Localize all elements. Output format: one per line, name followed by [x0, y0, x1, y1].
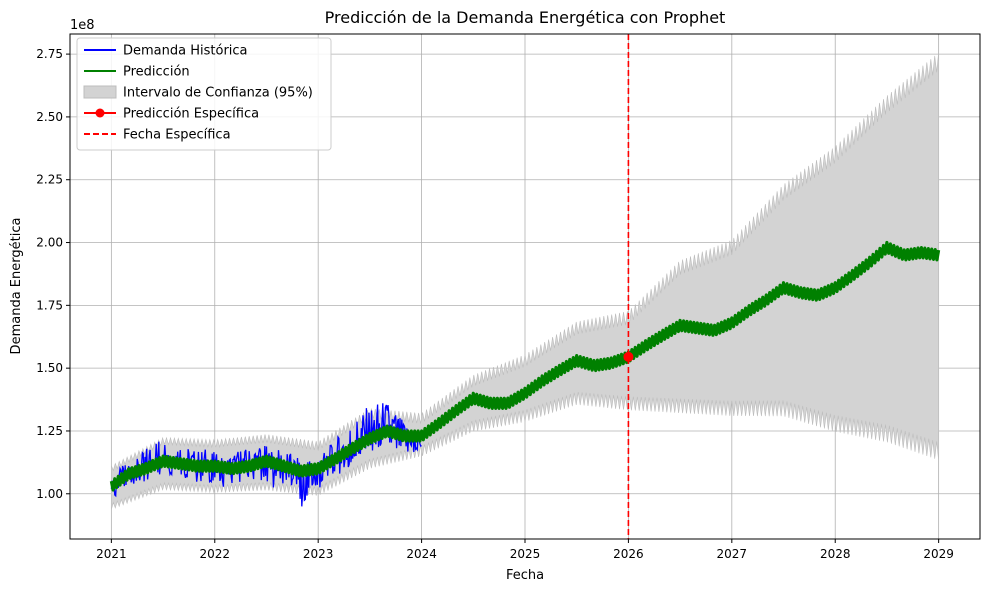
- legend-label: Predicción Específica: [123, 107, 259, 122]
- prediction-series: [109, 240, 941, 492]
- specific-prediction-point: [623, 351, 634, 362]
- x-tick-label: 2022: [199, 547, 230, 561]
- legend-label: Predicción: [123, 65, 190, 80]
- y-axis-ticks: 1.00 1.25 1.50 1.75 2.00 2.25 2.50 2.75: [36, 47, 70, 501]
- legend-label: Demanda Histórica: [123, 44, 248, 59]
- legend-item: Fecha Específica: [84, 128, 231, 143]
- y-axis-label: Demanda Energética: [9, 218, 24, 355]
- legend-item: Predicción Específica: [84, 107, 259, 122]
- legend: Demanda Histórica Predicción Intervalo de …: [76, 37, 332, 151]
- x-tick-label: 2026: [613, 547, 644, 561]
- x-tick-label: 2023: [303, 547, 334, 561]
- legend-item: Predicción: [84, 65, 190, 80]
- x-tick-label: 2025: [510, 547, 541, 561]
- x-tick-label: 2029: [923, 547, 954, 561]
- x-tick-label: 2027: [717, 547, 748, 561]
- y-tick-label: 1.00: [36, 487, 63, 501]
- y-tick-label: 2.25: [36, 173, 63, 187]
- legend-box: [76, 37, 332, 151]
- legend-label: Fecha Específica: [123, 128, 231, 143]
- y-tick-label: 2.00: [36, 236, 63, 250]
- legend-marker: [95, 108, 105, 118]
- y-tick-label: 1.25: [36, 424, 63, 438]
- y-tick-label: 1.75: [36, 298, 63, 312]
- x-axis-ticks: 2021 2022 2023 2024 2025 2026 2027 2028 2029: [96, 539, 954, 561]
- legend-item: Demanda Histórica: [84, 44, 248, 59]
- x-tick-label: 2028: [820, 547, 851, 561]
- x-tick-label: 2024: [406, 547, 437, 561]
- confidence-interval: [111, 52, 939, 510]
- x-tick-label: 2021: [96, 547, 127, 561]
- y-tick-label: 2.50: [36, 110, 63, 124]
- y-tick-label: 1.50: [36, 361, 63, 375]
- x-axis-label: Fecha: [506, 568, 544, 583]
- legend-item: Intervalo de Confianza (95%): [83, 85, 313, 101]
- chart-title: Predicción de la Demanda Energética con …: [325, 8, 726, 27]
- prediction-line: [109, 240, 941, 492]
- legend-label: Intervalo de Confianza (95%): [123, 86, 313, 101]
- confidence-band: [111, 52, 939, 510]
- legend-swatch: [83, 85, 117, 99]
- y-offset-text: 1e8: [70, 18, 95, 33]
- y-tick-label: 2.75: [36, 47, 63, 61]
